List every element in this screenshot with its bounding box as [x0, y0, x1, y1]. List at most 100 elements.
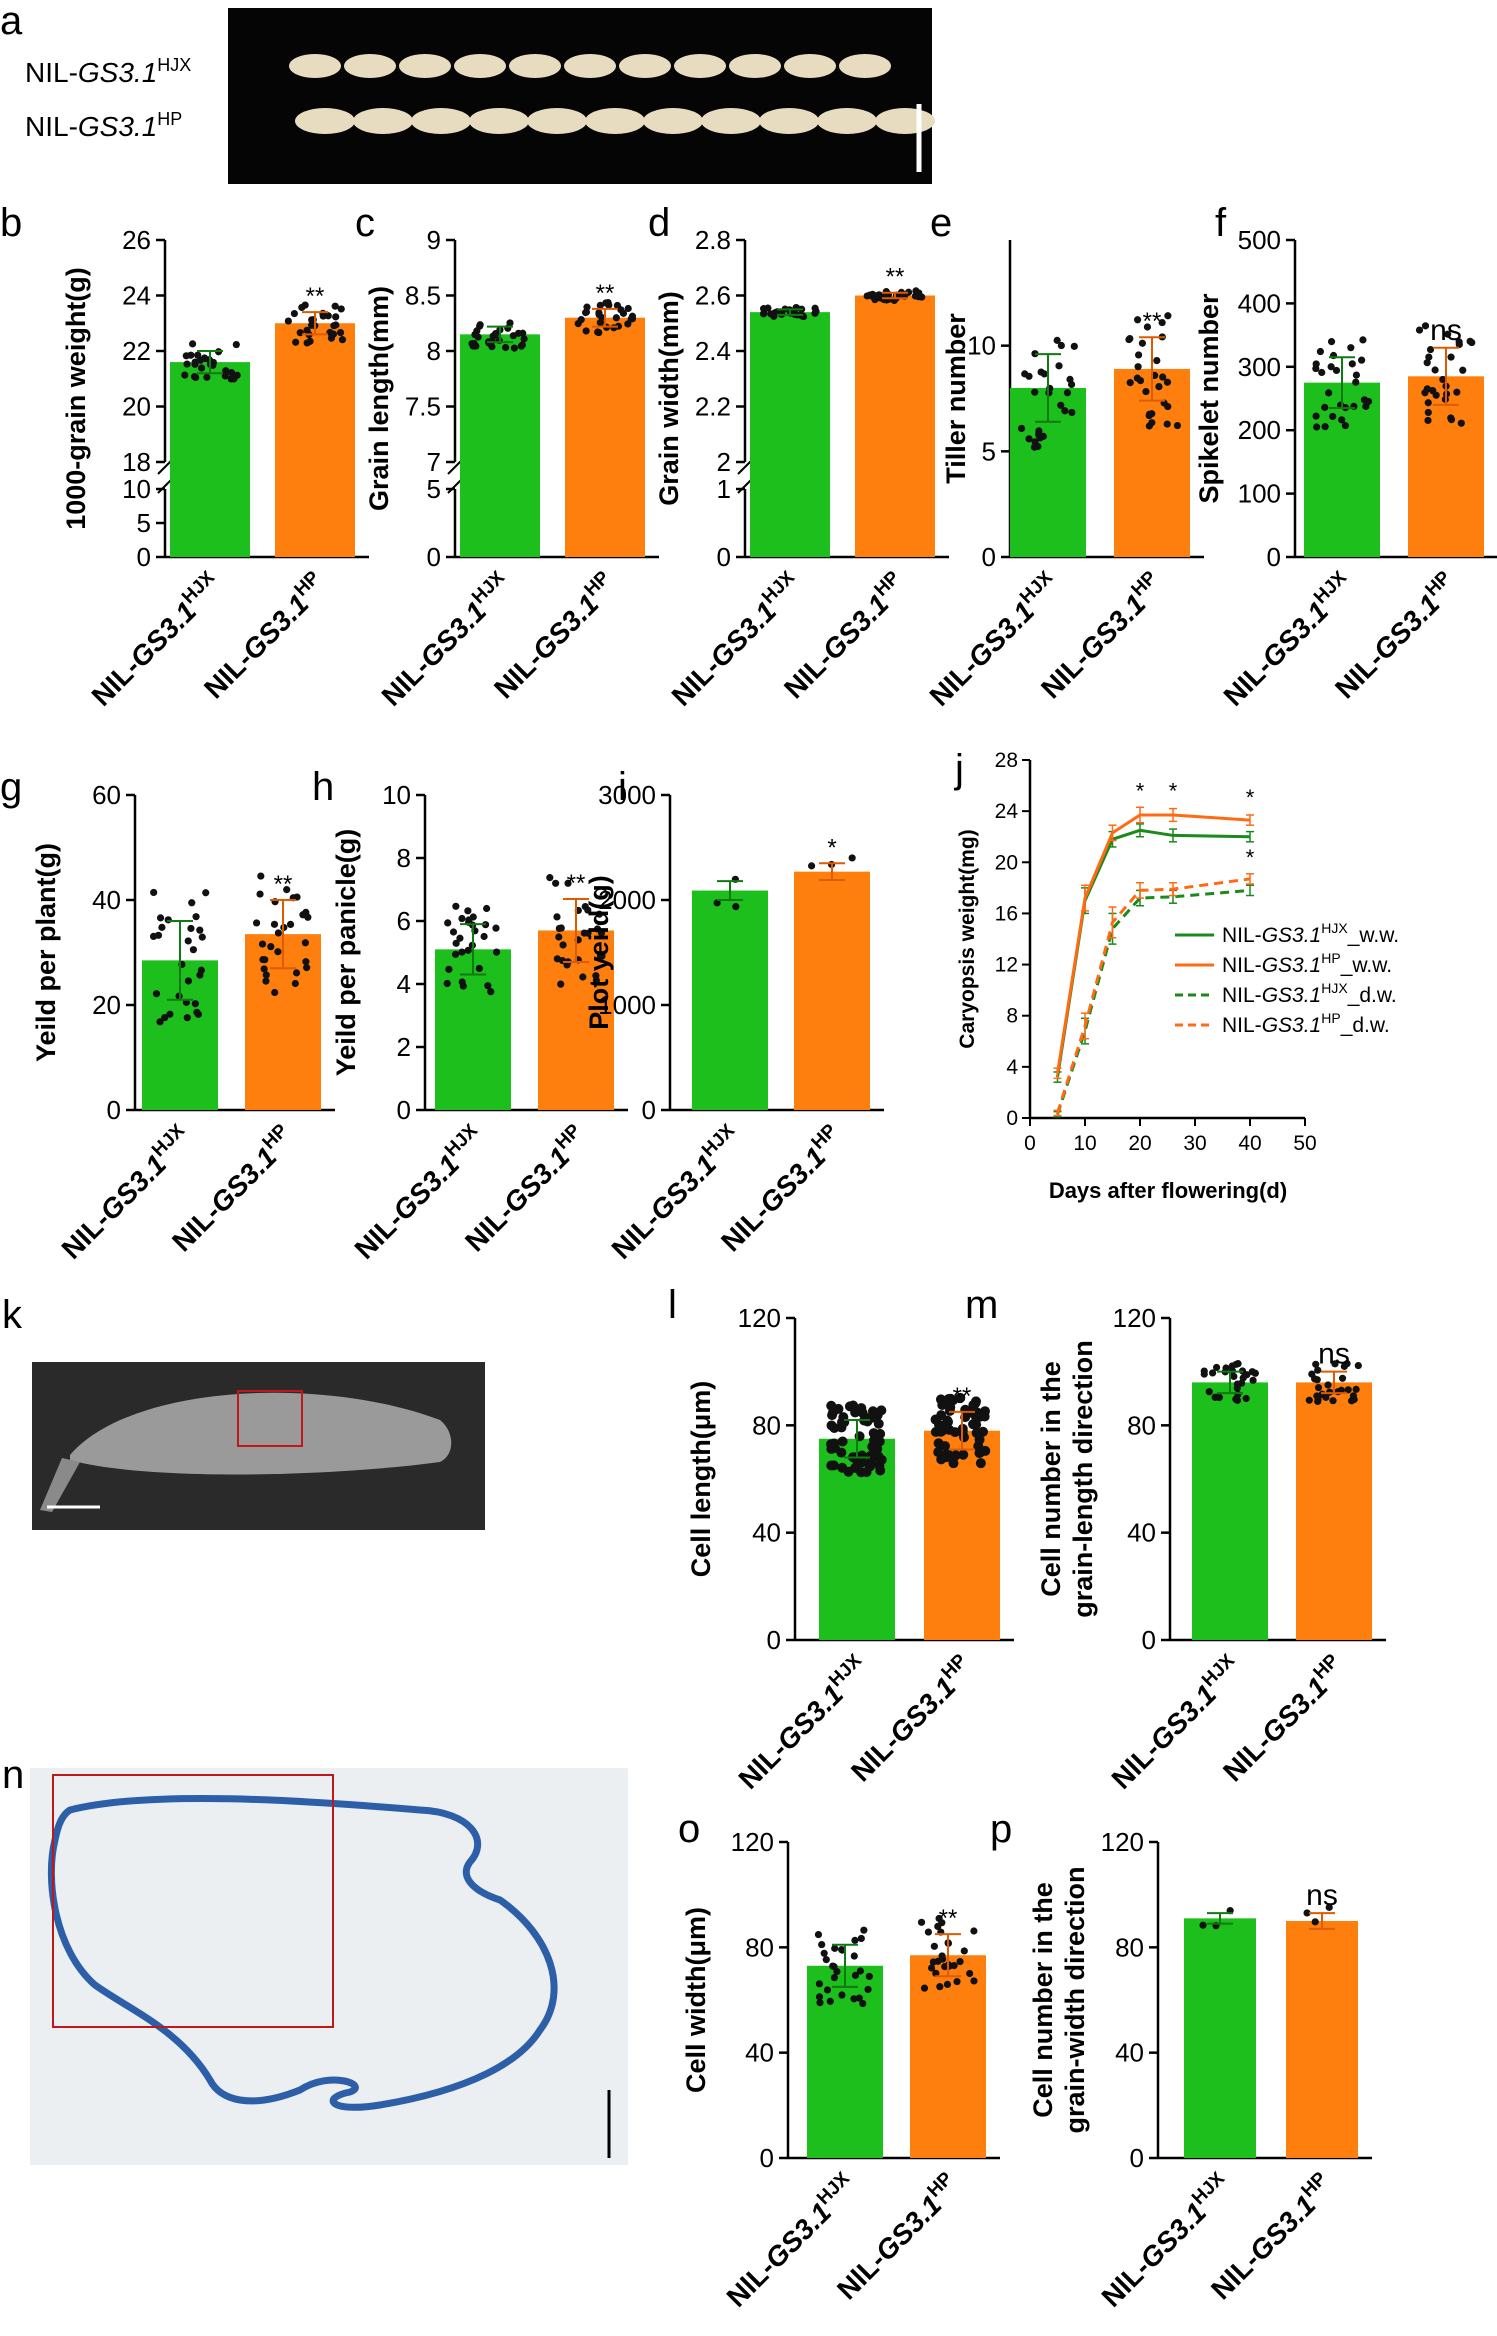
data-point	[1053, 336, 1061, 344]
data-point	[452, 902, 460, 910]
data-point	[338, 336, 347, 344]
data-point	[331, 302, 339, 310]
data-point	[851, 1971, 860, 1979]
y-tick-label: 20	[122, 392, 151, 422]
data-point	[152, 990, 161, 998]
panel-a: a NIL-GS3.1HJX NIL-GS3.1HP	[0, 0, 935, 184]
data-point	[850, 1995, 858, 2003]
data-point	[1159, 373, 1167, 381]
data-point	[303, 964, 311, 972]
panel-letter: b	[0, 201, 22, 245]
y-tick-label: 0	[642, 1095, 656, 1125]
data-point	[456, 934, 464, 942]
data-point	[1222, 1364, 1230, 1372]
data-point	[475, 964, 483, 973]
data-point	[1313, 423, 1321, 431]
data-point	[553, 913, 561, 921]
data-point	[336, 328, 345, 337]
bar	[275, 323, 355, 557]
data-point	[1429, 387, 1437, 395]
y-axis-label: 1000-grain weight(g)	[61, 267, 91, 530]
grain	[344, 54, 396, 78]
x-category-label: NIL-GS3.1HP	[1327, 567, 1465, 705]
panel-letter: d	[648, 201, 670, 245]
y-tick-label: 2000	[598, 885, 656, 915]
data-point	[1321, 423, 1329, 431]
data-point	[465, 916, 473, 924]
y-tick-label: 40	[92, 885, 121, 915]
data-point	[815, 1993, 824, 2001]
y-tick-label: 26	[122, 225, 151, 255]
data-point	[971, 1396, 982, 1407]
data-point	[1163, 378, 1172, 386]
y-tick-label: 4	[1006, 1056, 1018, 1079]
grain	[759, 108, 819, 134]
significance-label: ns	[1306, 1879, 1338, 1912]
data-point	[1314, 1366, 1322, 1374]
data-point	[582, 327, 590, 335]
bar	[855, 295, 935, 557]
data-point	[950, 1427, 961, 1438]
data-point	[1143, 323, 1152, 331]
x-category-label: NIL-GS3.1HP	[1033, 567, 1171, 705]
data-point	[492, 924, 500, 932]
y-tick-label: 20	[92, 990, 121, 1020]
grain-photo	[228, 8, 932, 184]
data-point	[1325, 1903, 1333, 1911]
data-point	[1233, 1384, 1241, 1392]
grain-row-hp	[295, 108, 935, 134]
data-point	[971, 1427, 982, 1438]
data-point	[443, 979, 451, 988]
data-point	[1327, 363, 1335, 371]
legend-entry: NIL-GS3.1HJX_d.w.	[1222, 980, 1397, 1007]
data-point	[1447, 353, 1455, 361]
grain	[295, 108, 355, 134]
data-point	[1439, 375, 1447, 384]
panel-letter: p	[990, 1807, 1012, 1851]
data-point	[1031, 350, 1039, 358]
data-point	[458, 914, 466, 923]
data-point	[818, 1940, 826, 1949]
data-point	[552, 879, 560, 887]
grain	[643, 108, 703, 134]
data-point	[553, 955, 561, 963]
y-tick-label: 60	[92, 780, 121, 810]
legend-gene: GS3.1	[1262, 924, 1322, 947]
data-point	[1126, 334, 1134, 343]
data-point	[458, 948, 466, 956]
data-point	[1421, 322, 1430, 330]
cat-gene: GS3.1	[527, 588, 605, 666]
data-point	[1208, 1369, 1217, 1377]
y-tick-label: 28	[995, 749, 1018, 772]
data-point	[1158, 318, 1166, 327]
significance-label: **	[939, 1905, 958, 1932]
data-point	[713, 899, 721, 907]
bar	[565, 317, 645, 557]
y-tick-label: 8	[427, 336, 441, 366]
data-point	[1431, 366, 1439, 374]
y-tick-label: 0	[427, 542, 441, 572]
data-point	[260, 965, 268, 973]
chart-p: 0 40 80 120 ns Cell number in the grain-width …	[990, 1807, 1372, 2313]
data-point	[270, 920, 279, 928]
data-point	[1348, 360, 1356, 368]
data-point	[1017, 424, 1026, 433]
data-point	[1057, 401, 1065, 409]
data-point	[873, 1451, 884, 1462]
data-point	[1199, 1921, 1207, 1929]
data-point	[838, 1946, 846, 1954]
data-point	[209, 361, 217, 369]
grain	[509, 54, 561, 78]
data-point	[555, 933, 563, 941]
data-point	[934, 1922, 942, 1930]
data-point	[449, 928, 458, 936]
cat-gene: GS3.1	[1256, 595, 1334, 673]
data-point	[583, 303, 591, 311]
cat-gene: GS3.1	[1368, 588, 1446, 666]
grain	[564, 54, 616, 78]
legend-gene: GS3.1	[1262, 1014, 1322, 1037]
y-tick-label: 18	[122, 447, 151, 477]
